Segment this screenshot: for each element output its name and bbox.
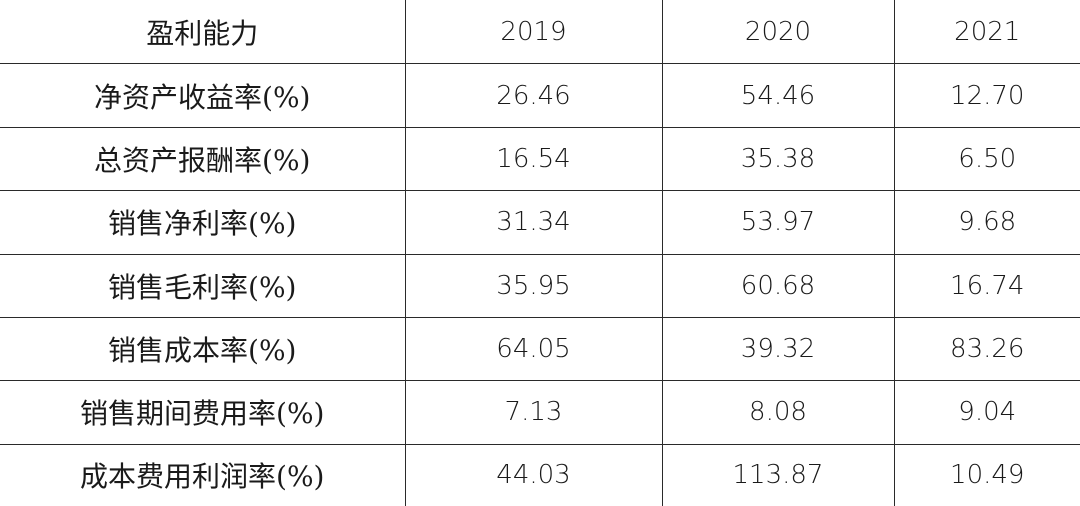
row-value-2019: 64.05 (404, 316, 663, 382)
row-value-2020: 35.38 (661, 126, 895, 192)
row-value-2019: 16.54 (404, 126, 663, 192)
row-value-2019: 26.46 (404, 63, 663, 128)
row-label: 净资产收益率(%) (0, 63, 406, 128)
row-value-2020: 8.08 (661, 380, 895, 445)
header-year-2019: 2019 (404, 0, 663, 65)
row-value-2020: 39.32 (661, 316, 895, 382)
row-label: 成本费用利润率(%) (0, 443, 406, 506)
row-label: 销售成本率(%) (0, 316, 406, 382)
row-value-2021: 16.74 (893, 253, 1080, 318)
table-row: 总资产报酬率(%) 16.54 35.38 6.50 (0, 126, 1080, 192)
table-header-row: 盈利能力 2019 2020 2021 (0, 0, 1080, 65)
header-year-2021: 2021 (893, 0, 1080, 65)
row-value-2021: 83.26 (893, 316, 1080, 382)
row-value-2019: 44.03 (404, 443, 663, 506)
row-value-2021: 9.04 (893, 380, 1080, 445)
row-value-2021: 10.49 (893, 443, 1080, 506)
row-value-2019: 31.34 (404, 190, 663, 255)
row-label: 销售毛利率(%) (0, 253, 406, 318)
row-value-2019: 7.13 (404, 380, 663, 445)
header-label-cell: 盈利能力 (0, 0, 406, 65)
table-row: 净资产收益率(%) 26.46 54.46 12.70 (0, 63, 1080, 128)
table-row: 成本费用利润率(%) 44.03 113.87 10.49 (0, 443, 1080, 506)
row-label: 销售净利率(%) (0, 190, 406, 255)
row-label: 销售期间费用率(%) (0, 380, 406, 445)
table-row: 销售毛利率(%) 35.95 60.68 16.74 (0, 253, 1080, 318)
row-value-2020: 60.68 (661, 253, 895, 318)
row-value-2020: 113.87 (661, 443, 895, 506)
header-year-2020: 2020 (661, 0, 895, 65)
table-row: 销售净利率(%) 31.34 53.97 9.68 (0, 190, 1080, 255)
row-value-2021: 9.68 (893, 190, 1080, 255)
row-value-2020: 54.46 (661, 63, 895, 128)
table-row: 销售成本率(%) 64.05 39.32 83.26 (0, 316, 1080, 382)
row-value-2021: 6.50 (893, 126, 1080, 192)
row-label: 总资产报酬率(%) (0, 126, 406, 192)
row-value-2021: 12.70 (893, 63, 1080, 128)
row-value-2019: 35.95 (404, 253, 663, 318)
table-row: 销售期间费用率(%) 7.13 8.08 9.04 (0, 380, 1080, 445)
row-value-2020: 53.97 (661, 190, 895, 255)
